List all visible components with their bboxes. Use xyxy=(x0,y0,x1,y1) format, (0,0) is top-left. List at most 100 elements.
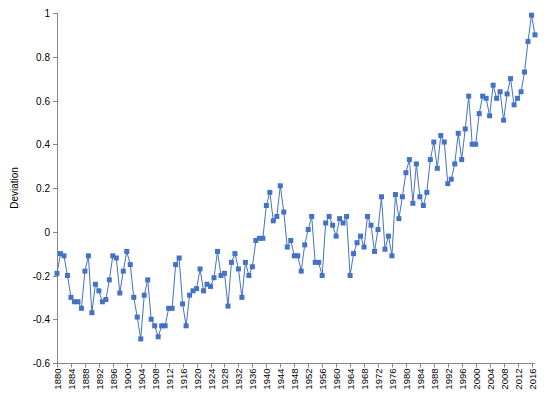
data-point xyxy=(239,295,244,300)
x-tick xyxy=(308,364,309,368)
data-point xyxy=(424,190,429,195)
data-point xyxy=(403,170,408,175)
x-tick-label: 1928 xyxy=(219,369,230,390)
data-point xyxy=(149,317,154,322)
data-point xyxy=(351,251,356,256)
data-point xyxy=(96,288,101,293)
data-point xyxy=(529,13,534,18)
y-tick-label: -0.2 xyxy=(33,271,51,282)
data-point xyxy=(180,301,185,306)
data-point xyxy=(320,273,325,278)
x-tick xyxy=(378,364,379,368)
data-point xyxy=(114,256,119,261)
data-point xyxy=(389,253,394,258)
data-point xyxy=(501,118,506,123)
x-tick-label: 1948 xyxy=(289,369,300,390)
data-point xyxy=(456,131,461,136)
data-point xyxy=(414,161,419,166)
data-point xyxy=(466,94,471,99)
data-point xyxy=(379,194,384,199)
x-tick-label: 1932 xyxy=(233,369,244,390)
data-point xyxy=(170,306,175,311)
x-tick-label: 1968 xyxy=(359,369,370,390)
data-point xyxy=(382,247,387,252)
data-point xyxy=(533,32,538,37)
x-tick-label: 1940 xyxy=(261,369,272,390)
x-tick-label: 1996 xyxy=(457,369,468,390)
data-point xyxy=(400,194,405,199)
data-point xyxy=(358,234,363,239)
data-point xyxy=(173,262,178,267)
x-tick xyxy=(392,364,393,368)
data-point xyxy=(274,214,279,219)
x-tick-label: 1980 xyxy=(401,369,412,390)
y-tick-label: -0.4 xyxy=(33,314,51,325)
data-point xyxy=(103,297,108,302)
x-tick xyxy=(266,364,267,368)
data-point xyxy=(131,295,136,300)
data-point xyxy=(124,249,129,254)
x-tick xyxy=(71,364,72,368)
data-point xyxy=(519,89,524,94)
data-point xyxy=(362,245,367,250)
data-point xyxy=(135,315,140,320)
x-tick xyxy=(127,364,128,368)
x-tick xyxy=(280,364,281,368)
x-tick-label: 2008 xyxy=(499,369,510,390)
data-point xyxy=(473,142,478,147)
data-point xyxy=(260,236,265,241)
x-tick-label: 2004 xyxy=(485,369,496,390)
x-tick-label: 1952 xyxy=(303,369,314,390)
x-tick-label: 1924 xyxy=(206,369,217,390)
data-point xyxy=(121,269,126,274)
x-tick-label: 1888 xyxy=(80,369,91,390)
data-point xyxy=(93,282,98,287)
data-point xyxy=(334,234,339,239)
x-tick xyxy=(476,364,477,368)
y-axis-label: Deviation xyxy=(9,167,20,209)
data-point xyxy=(79,306,84,311)
data-point xyxy=(222,271,227,276)
x-tick-label: 1884 xyxy=(66,369,77,390)
x-tick xyxy=(211,364,212,368)
data-point xyxy=(128,262,133,267)
x-tick-label: 1972 xyxy=(373,369,384,390)
y-tick xyxy=(53,319,58,320)
data-point xyxy=(348,273,353,278)
data-point xyxy=(309,214,314,219)
x-tick xyxy=(169,364,170,368)
data-point xyxy=(61,253,66,258)
data-point xyxy=(435,166,440,171)
x-tick-label: 1960 xyxy=(331,369,342,390)
data-point xyxy=(484,96,489,101)
x-tick xyxy=(252,364,253,368)
data-point xyxy=(295,253,300,258)
data-point xyxy=(65,273,70,278)
data-point xyxy=(522,70,527,75)
y-tick xyxy=(53,363,58,364)
x-tick-label: 1964 xyxy=(345,369,356,390)
chart-container: -0.6-0.4-0.200.20.40.60.8118801884188818… xyxy=(0,0,548,398)
data-point xyxy=(236,266,241,271)
y-tick xyxy=(53,57,58,58)
data-point xyxy=(302,242,307,247)
x-tick-label: 1936 xyxy=(247,369,258,390)
y-tick-label: 0.8 xyxy=(36,52,50,63)
data-point xyxy=(156,334,161,339)
data-point xyxy=(107,277,112,282)
data-point xyxy=(452,161,457,166)
x-tick-label: 1912 xyxy=(164,369,175,390)
data-point xyxy=(264,203,269,208)
x-tick xyxy=(448,364,449,368)
data-point xyxy=(438,133,443,138)
data-point xyxy=(187,293,192,298)
data-point xyxy=(341,221,346,226)
y-tick-label: 0.6 xyxy=(36,96,50,107)
data-point xyxy=(449,177,454,182)
x-tick-label: 1984 xyxy=(415,369,426,390)
x-tick xyxy=(350,364,351,368)
data-point xyxy=(344,214,349,219)
data-point xyxy=(498,89,503,94)
data-point xyxy=(428,157,433,162)
data-point xyxy=(267,190,272,195)
